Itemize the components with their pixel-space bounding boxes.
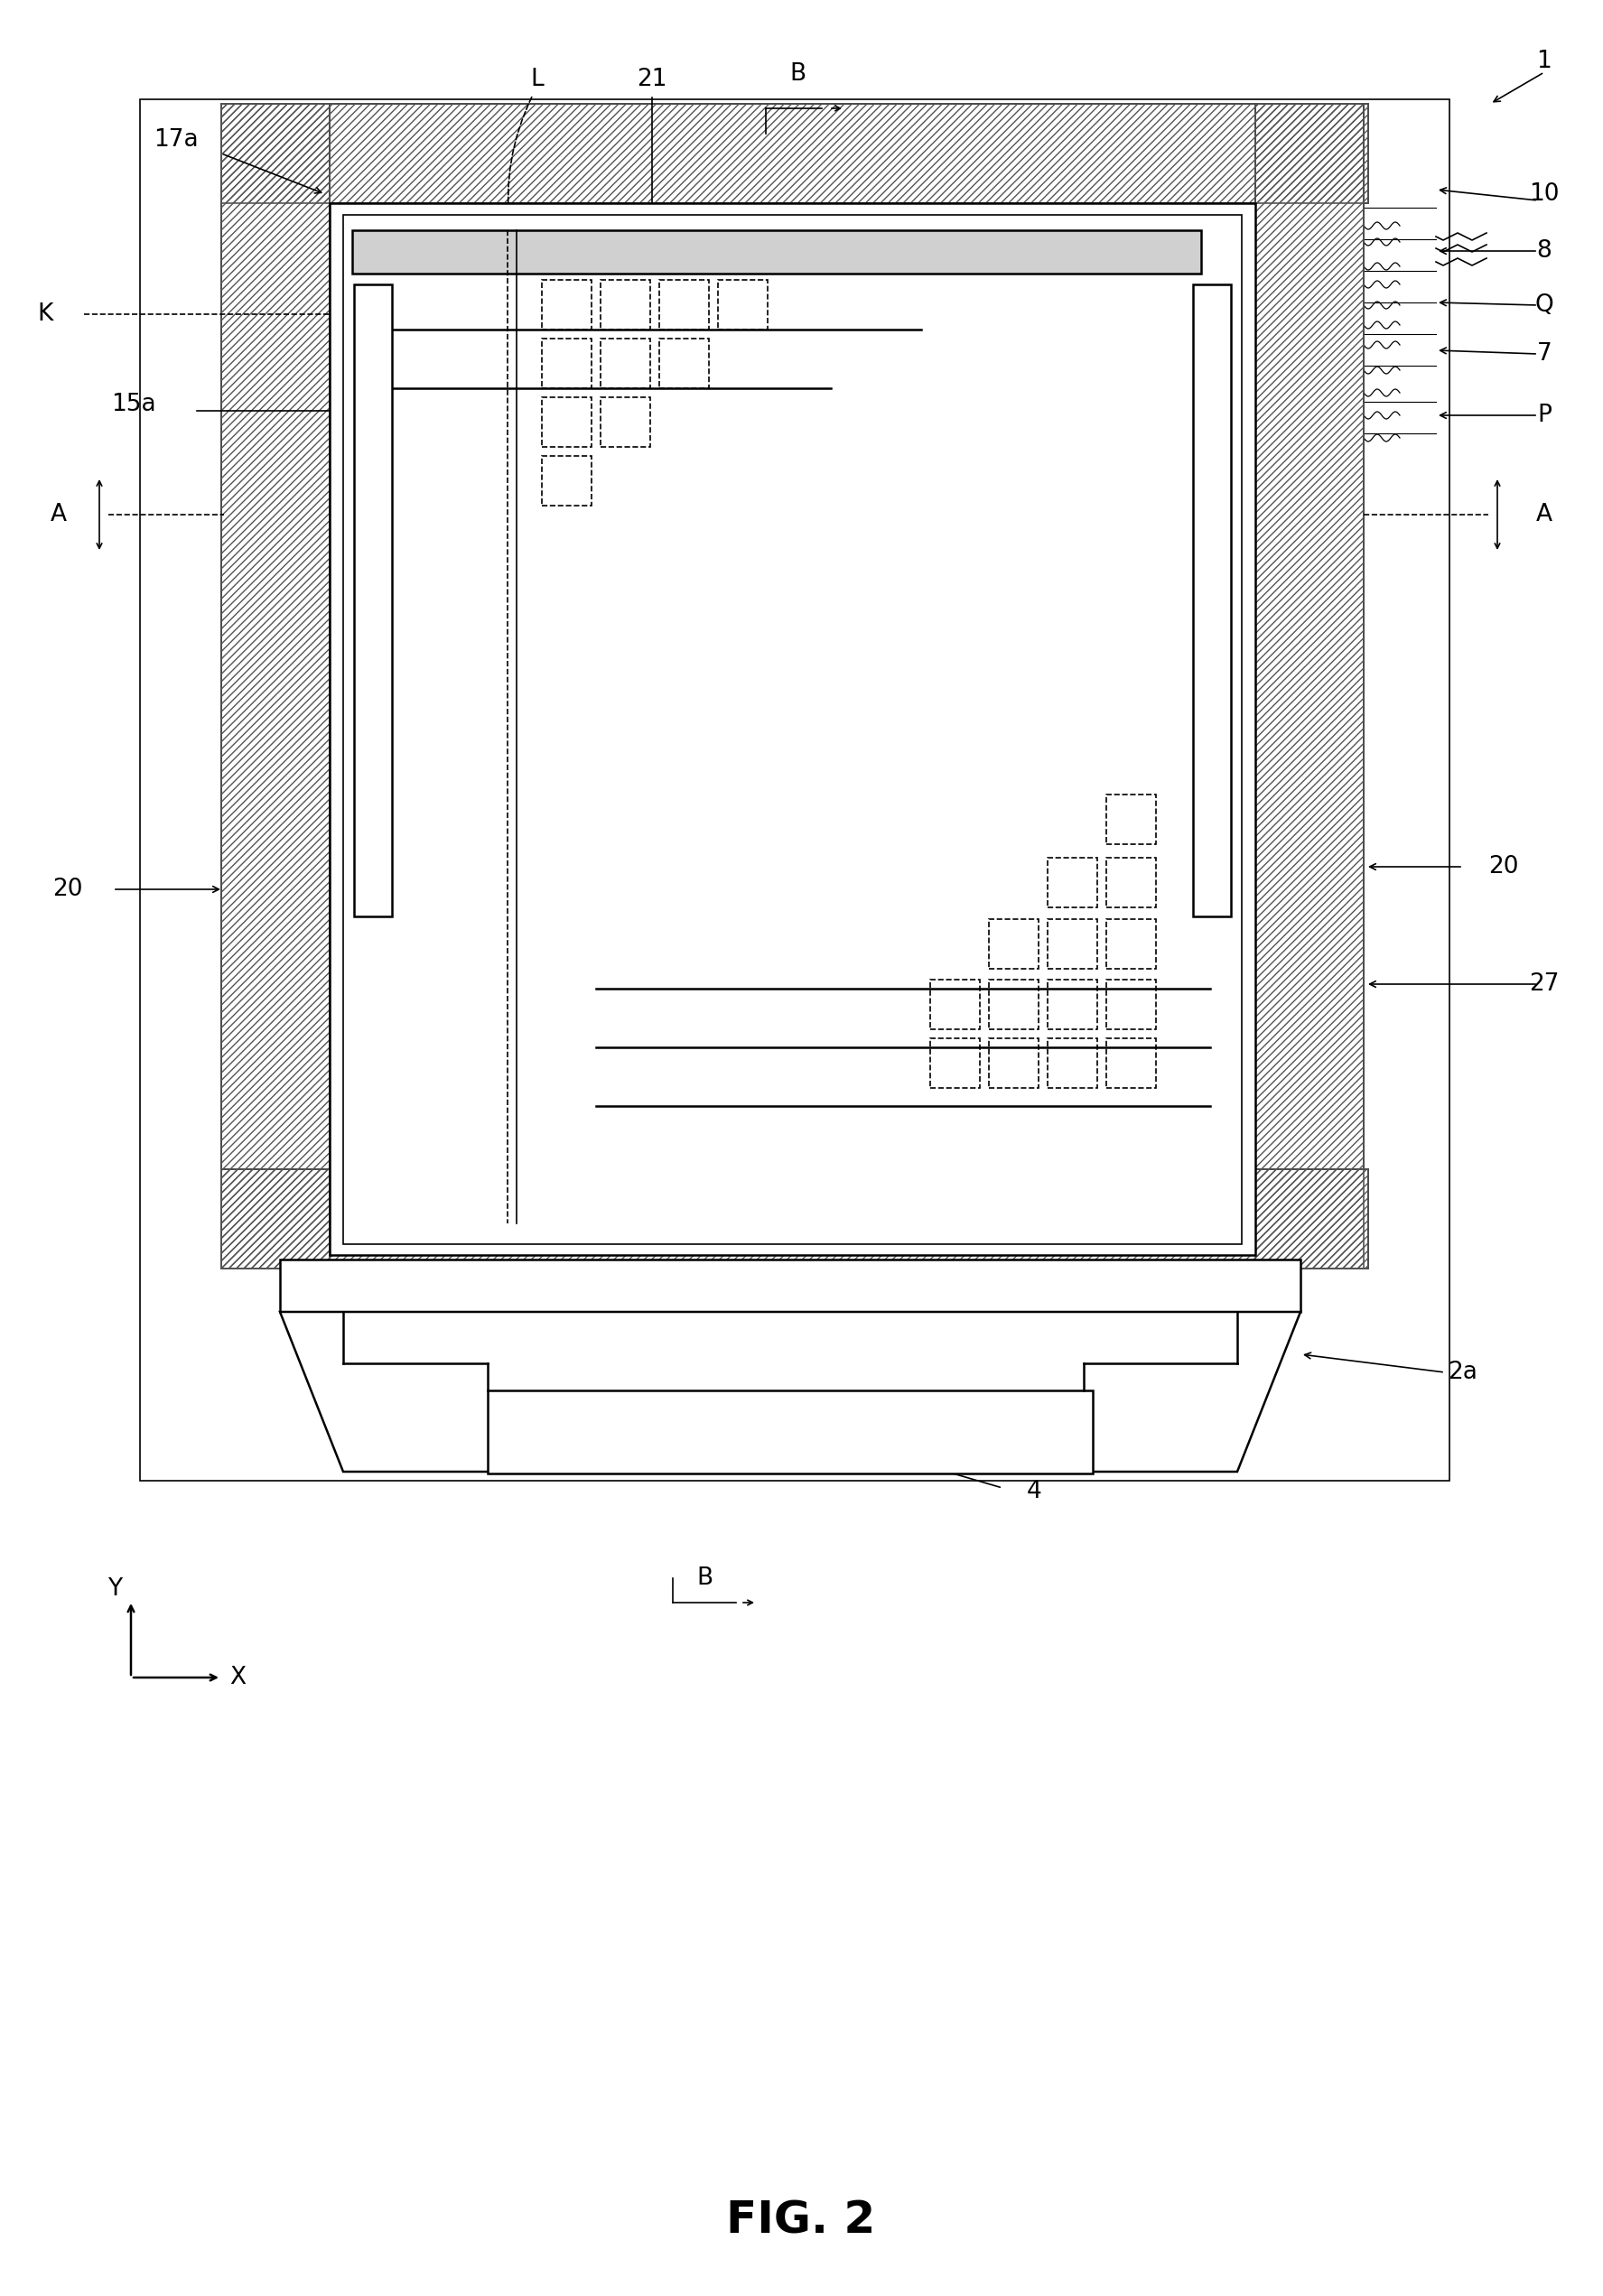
Bar bbox=[221, 103, 330, 1267]
Bar bbox=[1106, 859, 1156, 907]
Bar bbox=[1048, 918, 1098, 969]
Text: 4: 4 bbox=[1026, 1481, 1042, 1504]
Text: FIG. 2: FIG. 2 bbox=[726, 2200, 875, 2243]
Text: 7: 7 bbox=[1537, 342, 1552, 365]
Bar bbox=[221, 103, 1369, 202]
Bar bbox=[930, 1038, 979, 1088]
Bar bbox=[1048, 1038, 1098, 1088]
Bar bbox=[659, 338, 709, 388]
Bar bbox=[487, 1391, 1093, 1474]
Bar bbox=[718, 280, 768, 331]
Bar bbox=[1106, 980, 1156, 1029]
Bar bbox=[659, 280, 709, 331]
Bar bbox=[221, 103, 1369, 202]
Bar bbox=[1048, 859, 1098, 907]
Text: 20: 20 bbox=[1489, 854, 1518, 879]
Text: 21: 21 bbox=[636, 67, 667, 92]
Bar bbox=[221, 1169, 1369, 1267]
Text: 10: 10 bbox=[1529, 181, 1560, 207]
Bar bbox=[542, 338, 592, 388]
Bar bbox=[542, 397, 592, 448]
Bar bbox=[281, 1261, 1300, 1311]
Text: A: A bbox=[1536, 503, 1552, 526]
Bar bbox=[542, 457, 592, 505]
Bar bbox=[601, 338, 651, 388]
Text: 17a: 17a bbox=[154, 129, 199, 152]
Bar bbox=[601, 397, 651, 448]
Bar bbox=[353, 230, 1201, 273]
Bar bbox=[1106, 794, 1156, 845]
Bar bbox=[1193, 285, 1231, 916]
Bar bbox=[542, 280, 592, 331]
Text: A: A bbox=[51, 503, 67, 526]
Text: X: X bbox=[229, 1667, 245, 1690]
Text: 2a: 2a bbox=[1448, 1362, 1478, 1384]
Text: 27: 27 bbox=[1529, 974, 1560, 996]
Text: B: B bbox=[696, 1566, 713, 1589]
Text: 8: 8 bbox=[1537, 239, 1552, 262]
Bar bbox=[989, 918, 1039, 969]
Text: L: L bbox=[531, 67, 543, 92]
Bar bbox=[1048, 980, 1098, 1029]
Bar bbox=[1106, 1038, 1156, 1088]
Bar bbox=[1255, 103, 1364, 1267]
Polygon shape bbox=[281, 1311, 1300, 1472]
Text: P: P bbox=[1537, 404, 1552, 427]
Text: 20: 20 bbox=[53, 877, 83, 900]
Bar bbox=[139, 99, 1449, 1481]
Bar bbox=[354, 285, 393, 916]
Bar bbox=[930, 980, 979, 1029]
Text: K: K bbox=[37, 303, 53, 326]
Bar bbox=[989, 980, 1039, 1029]
Bar bbox=[989, 1038, 1039, 1088]
Bar bbox=[221, 1169, 1369, 1267]
Text: 15a: 15a bbox=[111, 393, 155, 416]
Bar bbox=[1106, 918, 1156, 969]
Text: Q: Q bbox=[1536, 294, 1553, 317]
Bar bbox=[601, 280, 651, 331]
Text: B: B bbox=[789, 62, 806, 85]
Bar bbox=[343, 216, 1242, 1244]
Text: 1: 1 bbox=[1537, 51, 1552, 73]
Bar bbox=[221, 103, 330, 1267]
Bar bbox=[330, 202, 1255, 1256]
Bar bbox=[1255, 103, 1364, 1267]
Text: Y: Y bbox=[107, 1577, 122, 1600]
